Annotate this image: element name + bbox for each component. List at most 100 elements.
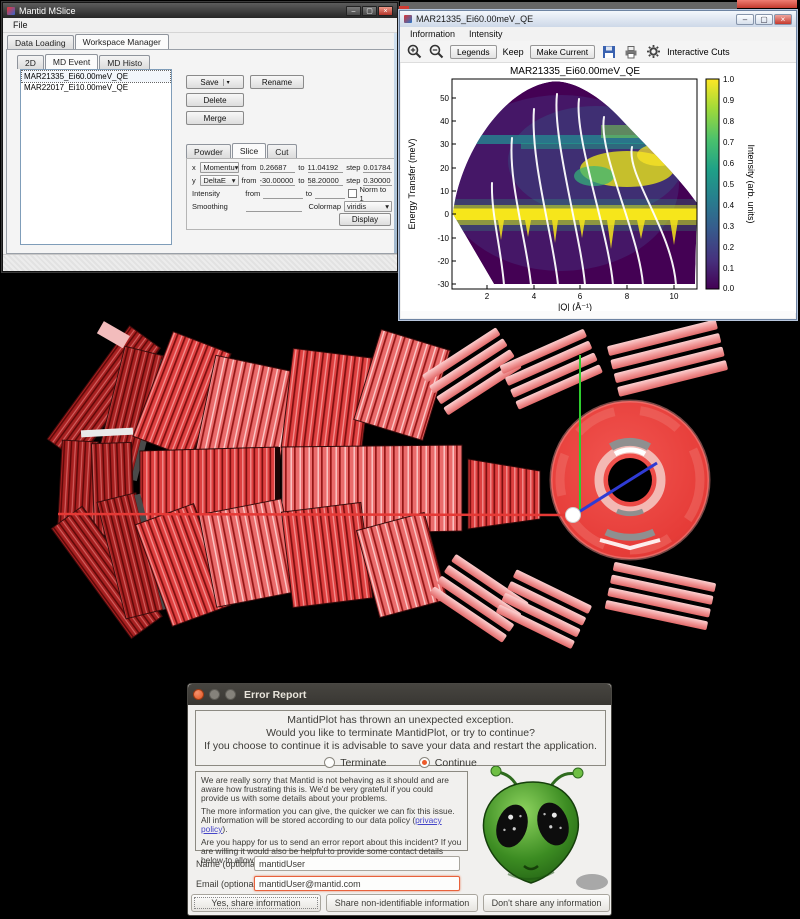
print-icon[interactable] bbox=[623, 44, 639, 60]
report-paragraph-1: We are really sorry that Mantid is not b… bbox=[201, 775, 449, 803]
legends-button[interactable]: Legends bbox=[450, 44, 497, 59]
mslice-app-icon bbox=[7, 6, 15, 15]
slice-panel: x Momentu ▾ from 0.26687 to 11.04192 step… bbox=[186, 158, 396, 230]
y-label: y bbox=[192, 176, 196, 185]
svg-text:0: 0 bbox=[445, 210, 450, 219]
error-dialog-title: Error Report bbox=[244, 688, 307, 701]
tab-workspace-manager[interactable]: Workspace Manager bbox=[74, 34, 169, 49]
tab-data-loading[interactable]: Data Loading bbox=[7, 35, 74, 49]
email-label: Email (optional) bbox=[196, 879, 259, 889]
error-dialog-titlebar[interactable]: Error Report bbox=[188, 684, 611, 705]
delete-button[interactable]: Delete bbox=[186, 93, 244, 107]
intensity-to-field[interactable] bbox=[315, 189, 345, 199]
intensity-from-field[interactable] bbox=[263, 189, 303, 199]
detector-slats-top bbox=[422, 319, 728, 415]
save-dropdown-arrow-icon[interactable]: ▾ bbox=[222, 78, 230, 86]
menu-intensity[interactable]: Intensity bbox=[469, 29, 503, 39]
plot-titlebar[interactable]: MAR21335_Ei60.00meV_QE – ▢ × bbox=[400, 11, 796, 27]
minimize-icon[interactable] bbox=[209, 689, 220, 700]
zoom-in-icon[interactable] bbox=[406, 44, 422, 60]
x-axis-select[interactable]: Momentu ▾ bbox=[200, 162, 239, 173]
x-to-field[interactable]: 11.04192 bbox=[307, 163, 344, 173]
keep-label[interactable]: Keep bbox=[502, 46, 524, 57]
svg-text:20: 20 bbox=[440, 164, 449, 173]
yes-share-button[interactable]: Yes, share information bbox=[191, 894, 321, 912]
subtab-2d[interactable]: 2D bbox=[17, 55, 44, 69]
continue-radio[interactable]: Continue bbox=[418, 757, 477, 769]
to-label: to bbox=[298, 163, 305, 172]
tab-slice[interactable]: Slice bbox=[231, 143, 267, 158]
mslice-window-title: Mantid MSlice bbox=[19, 5, 76, 16]
menu-information[interactable]: Information bbox=[410, 29, 456, 39]
y-step-field[interactable]: 0.30000 bbox=[363, 175, 392, 186]
menu-file[interactable]: File bbox=[13, 20, 28, 30]
save-icon[interactable] bbox=[601, 44, 617, 60]
dont-share-button[interactable]: Don't share any information bbox=[483, 894, 610, 912]
terminate-radio[interactable]: Terminate bbox=[324, 757, 386, 769]
zoom-out-icon[interactable] bbox=[428, 44, 444, 60]
mslice-status-bar bbox=[3, 254, 397, 271]
maximize-button[interactable]: ▢ bbox=[755, 13, 773, 25]
dropdown-arrow-icon: ▾ bbox=[231, 176, 236, 185]
axes-frame bbox=[451, 78, 698, 290]
settings-gear-icon[interactable] bbox=[645, 44, 661, 60]
error-report-dialog: Error Report MantidPlot has thrown an un… bbox=[187, 683, 612, 916]
svg-text:8: 8 bbox=[625, 292, 630, 301]
colorbar-tick-labels: 1.0 0.9 0.8 0.7 0.6 0.5 0.4 0.3 0.2 0.1 0.0 bbox=[723, 75, 735, 293]
svg-text:2: 2 bbox=[485, 292, 490, 301]
svg-text:-20: -20 bbox=[437, 257, 449, 266]
svg-text:0.5: 0.5 bbox=[723, 180, 735, 189]
heatmap-data-region bbox=[453, 81, 697, 284]
make-current-button[interactable]: Make Current bbox=[529, 44, 596, 59]
svg-text:-30: -30 bbox=[437, 280, 449, 289]
plot-window: MAR21335_Ei60.00meV_QE – ▢ × Information… bbox=[399, 10, 797, 320]
email-input[interactable] bbox=[254, 876, 460, 891]
minimize-button[interactable]: – bbox=[346, 5, 361, 16]
qe-heatmap-figure[interactable]: MAR21335_Ei60.00meV_QE bbox=[401, 63, 796, 313]
workspace-list-item[interactable]: MAR21335_Ei60.00meV_QE bbox=[21, 70, 171, 83]
subtab-md-histo[interactable]: MD Histo bbox=[99, 55, 151, 69]
maximize-icon[interactable] bbox=[225, 689, 236, 700]
y-to-field[interactable]: 58.20000 bbox=[307, 176, 344, 186]
workspace-list-item[interactable]: MAR22017_Ei10.00meV_QE bbox=[24, 83, 129, 92]
y-axis-select[interactable]: DeltaE ▾ bbox=[200, 175, 239, 186]
background-window-titlebar-strip bbox=[400, 2, 737, 9]
instrument-3d-view[interactable] bbox=[0, 273, 800, 685]
privacy-policy-link[interactable]: privacy policy bbox=[201, 815, 442, 834]
tab-cut[interactable]: Cut bbox=[267, 144, 297, 158]
norm-to-1-checkbox[interactable] bbox=[347, 189, 357, 198]
workspace-list[interactable]: MAR21335_Ei60.00meV_QE MAR22017_Ei10.00m… bbox=[20, 69, 172, 245]
close-icon[interactable] bbox=[193, 689, 204, 700]
exception-line-3: If you choose to continue it is advisabl… bbox=[204, 740, 597, 752]
smoothing-field[interactable] bbox=[246, 202, 302, 212]
close-button[interactable]: × bbox=[378, 5, 393, 16]
smoothing-label: Smoothing bbox=[192, 202, 228, 211]
svg-text:0.8: 0.8 bbox=[723, 117, 735, 126]
maximize-button[interactable]: ▢ bbox=[362, 5, 377, 16]
svg-text:0.4: 0.4 bbox=[723, 201, 735, 210]
detector-slats-bottom bbox=[429, 554, 716, 649]
y-axis-label: Energy Transfer (meV) bbox=[407, 138, 417, 229]
alien-hand bbox=[576, 874, 608, 890]
y-from-field[interactable]: -30.00000 bbox=[259, 175, 296, 186]
save-button[interactable]: Save ▾ bbox=[186, 75, 244, 89]
name-input[interactable] bbox=[254, 856, 460, 871]
x-step-field[interactable]: 0.01784 bbox=[363, 162, 392, 173]
subtab-md-event[interactable]: MD Event bbox=[44, 54, 99, 69]
exception-line-1: MantidPlot has thrown an unexpected exce… bbox=[287, 714, 514, 726]
tab-powder[interactable]: Powder bbox=[186, 144, 231, 158]
exception-line-2: Would you like to terminate MantidPlot, … bbox=[266, 727, 535, 739]
interactive-cuts-label[interactable]: Interactive Cuts bbox=[667, 46, 730, 57]
colormap-select[interactable]: viridis ▾ bbox=[344, 201, 392, 212]
x-tick-labels: 2 4 6 8 10 bbox=[485, 292, 679, 301]
share-non-identifiable-button[interactable]: Share non-identifiable information bbox=[326, 894, 478, 912]
minimize-button[interactable]: – bbox=[736, 13, 754, 25]
alien-mouth bbox=[523, 865, 539, 871]
plot-window-title: MAR21335_Ei60.00meV_QE bbox=[416, 14, 534, 24]
display-button[interactable]: Display bbox=[339, 213, 391, 226]
mslice-titlebar[interactable]: Mantid MSlice – ▢ × bbox=[3, 3, 397, 18]
rename-button[interactable]: Rename bbox=[250, 75, 304, 89]
close-button[interactable]: × bbox=[774, 13, 792, 25]
x-from-field[interactable]: 0.26687 bbox=[259, 163, 296, 173]
merge-button[interactable]: Merge bbox=[186, 111, 244, 125]
